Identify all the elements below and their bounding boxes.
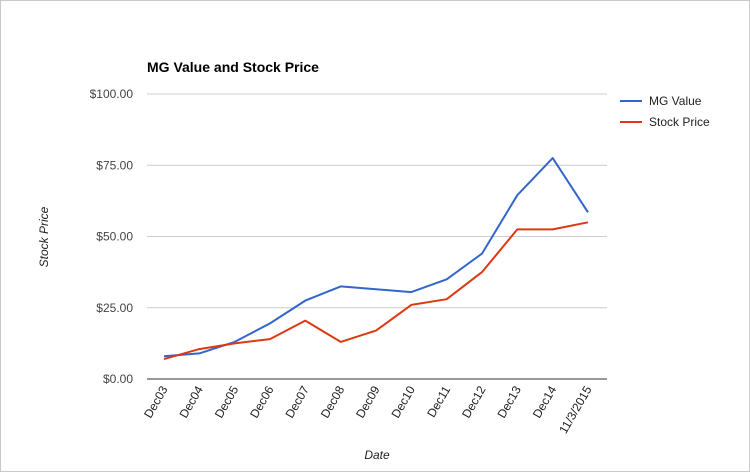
x-tick-label: Dec07 (282, 383, 312, 420)
x-axis-ticks: Dec03 Dec04 Dec05 Dec06 Dec07 Dec08 Dec09 Dec10… (141, 383, 595, 436)
series-line-mg-value (163, 157, 589, 358)
x-tick-label: Dec06 (247, 383, 277, 420)
x-tick-label: Dec09 (353, 383, 383, 420)
x-axis-title: Date (364, 448, 390, 462)
x-tick-label: Dec11 (424, 383, 453, 420)
legend-label: MG Value (649, 94, 702, 108)
y-axis-ticks: $0.00 $25.00 $50.00 $75.00 $100.00 (90, 87, 134, 386)
y-tick-label: $100.00 (90, 87, 134, 101)
legend-label: Stock Price (649, 115, 710, 129)
y-tick-label: $75.00 (96, 158, 133, 172)
y-tick-label: $0.00 (103, 372, 133, 386)
x-tick-label: Dec13 (494, 383, 524, 420)
x-tick-label: Dec14 (530, 383, 560, 420)
x-tick-label: Dec08 (318, 383, 348, 420)
x-tick-label: Dec04 (176, 383, 206, 420)
y-tick-label: $50.00 (96, 230, 133, 244)
y-axis-title: Stock Price (37, 206, 51, 267)
gridlines (147, 93, 607, 380)
legend: MG Value Stock Price (620, 94, 710, 129)
x-tick-label: Dec10 (388, 383, 418, 420)
x-tick-label: 11/3/2015 (556, 383, 595, 436)
y-tick-label: $25.00 (96, 301, 133, 315)
chart-title: MG Value and Stock Price (147, 59, 319, 75)
x-tick-label: Dec03 (141, 383, 171, 420)
x-tick-label: Dec05 (212, 383, 242, 420)
series-line-stock-price (163, 221, 589, 361)
x-tick-label: Dec12 (459, 383, 489, 420)
series-lines (163, 157, 589, 361)
